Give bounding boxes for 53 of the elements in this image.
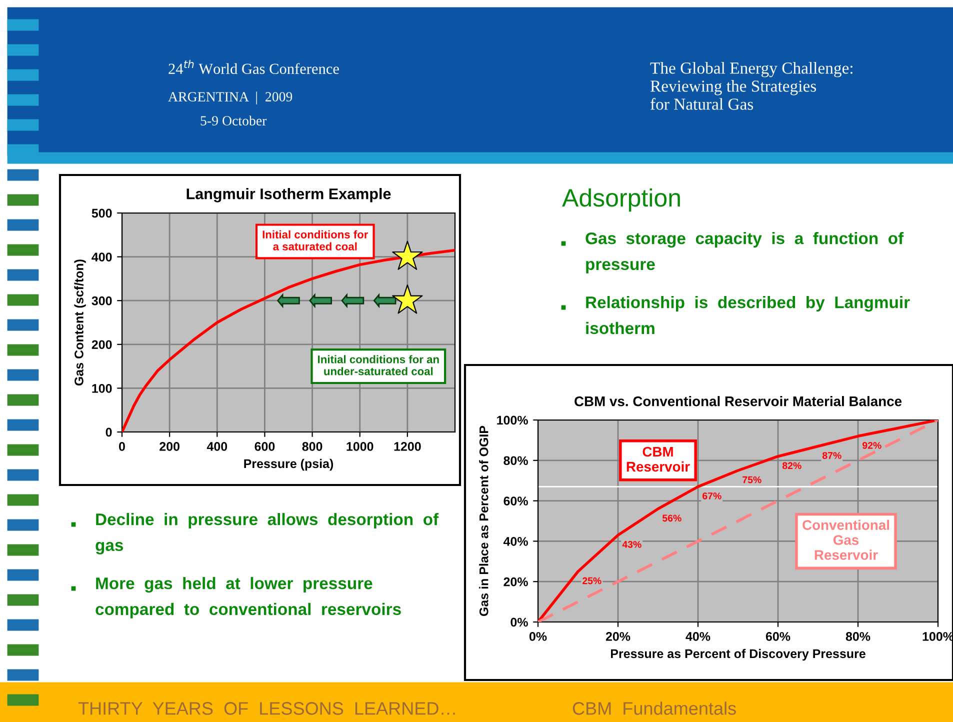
y-axis-title: Gas Content (scf/ton) (74, 260, 86, 386)
text: 5-9 October (200, 116, 267, 126)
chart-title: CBM vs. Conventional Reservoir Material Balance (574, 396, 902, 406)
x-tick-label: 200 (160, 442, 180, 451)
y-tick-label: 20% (504, 577, 528, 586)
text: Adsorption (562, 188, 680, 212)
y-tick-label: 40% (503, 537, 528, 546)
y-tick-label: 500 (92, 208, 112, 218)
data-label: 67% (702, 492, 722, 500)
y-tick-label: 60% (504, 496, 528, 506)
y-tick-label: 0% (510, 618, 528, 627)
text: Gas storage capacity is a function of pressure (586, 232, 904, 274)
annotation: Initial conditions for a saturated coal (262, 230, 368, 250)
y-tick-label: 100 (92, 384, 112, 393)
data-label: 87% (822, 452, 842, 459)
data-label: 25% (582, 577, 602, 584)
text: ARGENTINA | 2009 (168, 92, 292, 104)
x-axis-title: Pressure (psia) (244, 458, 334, 471)
x-tick-label: 60% (766, 632, 790, 641)
series-label: CBM Reservoir (626, 446, 690, 472)
x-tick-label: 1200 (394, 442, 421, 451)
text: THIRTY YEARS OF LESSONS LEARNED… (78, 702, 455, 715)
y-tick-label: 0 (106, 428, 112, 437)
text: More gas held at lower pressure compared to conventional reservoirs (96, 577, 401, 618)
x-tick-label: 20% (606, 632, 630, 641)
data-label: 56% (662, 514, 682, 522)
data-label: 82% (782, 462, 802, 470)
data-label: 92% (862, 442, 882, 449)
chart-title: Langmuir Isotherm Example (186, 188, 391, 202)
data-label: 75% (742, 476, 762, 484)
data-label: 43% (622, 540, 642, 548)
text: Relationship is described by Langmuir isotherm (586, 296, 910, 334)
x-tick-label: 40% (686, 632, 710, 641)
text: 24$^{th}$ World Gas Conference (168, 60, 339, 74)
x-tick-label: 0% (529, 632, 547, 641)
y-tick-label: 100% (497, 416, 528, 425)
x-tick-label: 80% (846, 632, 870, 641)
x-tick-label: 1000 (346, 442, 374, 451)
x-tick-label: 600 (254, 442, 275, 451)
y-tick-label: 400 (92, 252, 112, 262)
text: The Global Energy Challenge: Reviewing the Strategies for Natural Gas (650, 62, 852, 110)
y-tick-label: 200 (92, 340, 112, 350)
y-tick-label: 80% (504, 456, 528, 466)
y-tick-label: 300 (92, 296, 112, 306)
x-tick-label: 400 (206, 442, 228, 451)
y-axis-title: Gas in Place as Percent of OGIP (479, 426, 488, 616)
text: Conventional Gas Reservoir (802, 520, 890, 560)
text: Decline in pressure allows desorption of gas (96, 513, 439, 554)
x-tick-label: 0 (119, 442, 125, 451)
x-axis-title: Pressure as Percent of Discovery Pressure (610, 648, 866, 661)
annotation: Initial conditions for an under-saturated coal (318, 355, 439, 376)
text: CBM Fundamentals (572, 702, 736, 715)
x-tick-label: 800 (302, 442, 322, 451)
